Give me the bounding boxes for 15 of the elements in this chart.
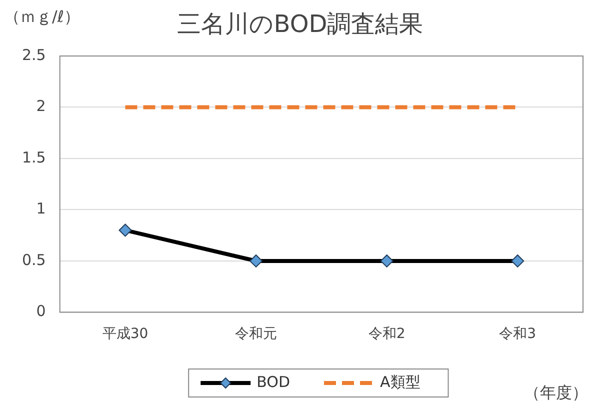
- y-tick-label: 0: [36, 302, 46, 320]
- chart-title: 三名川のBOD調査結果: [176, 10, 424, 38]
- y-tick-label: 0.5: [22, 250, 46, 269]
- y-tick-label: 1.5: [22, 148, 46, 166]
- legend-label: BOD: [256, 372, 290, 391]
- x-tick-label: 令和元: [235, 326, 278, 342]
- y-axis-title: （ｍｇ/ℓ）: [4, 7, 80, 26]
- y-tick-label: 2.5: [22, 46, 46, 64]
- x-tick-label: 令和3: [499, 326, 536, 342]
- x-axis-title: （年度）: [524, 383, 588, 402]
- y-tick-label: 2: [36, 97, 46, 116]
- x-tick-label: 平成30: [102, 326, 148, 342]
- legend-label: A類型: [380, 372, 420, 391]
- y-tick-label: 1: [36, 200, 46, 218]
- x-tick-label: 令和2: [368, 326, 406, 342]
